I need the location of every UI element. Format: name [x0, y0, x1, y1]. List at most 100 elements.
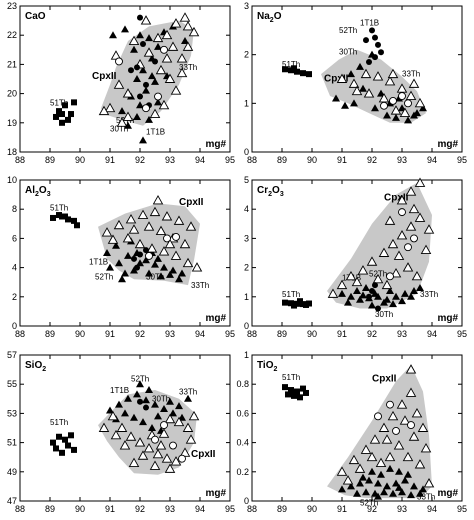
- data-point-circle-open: [178, 454, 186, 463]
- x-tick-label: 89: [277, 329, 287, 339]
- x-tick-label: 95: [457, 329, 467, 339]
- x-tick-label: 95: [457, 155, 467, 165]
- data-point-circle-open: [386, 272, 394, 281]
- oxide-title: Al2O3: [25, 185, 51, 198]
- data-point-circle-open: [392, 426, 400, 435]
- sample-label: 1T1B: [89, 258, 108, 267]
- data-point-triangle-filled: [124, 394, 132, 402]
- sample-label: 30Th: [339, 48, 357, 57]
- data-point-square: [59, 449, 65, 456]
- sample-label: 1T1B: [360, 18, 379, 27]
- data-point-triangle-filled: [356, 62, 364, 70]
- data-point-triangle-filled: [169, 266, 177, 274]
- data-point-triangle-open: [170, 85, 182, 95]
- data-point-triangle-filled: [112, 241, 120, 249]
- x-axis-label: mg#: [205, 313, 226, 324]
- sample-label: 30Th: [146, 272, 164, 281]
- sample-label: 1T1B: [146, 127, 165, 136]
- data-point-triangle-filled: [407, 292, 415, 300]
- data-point-square: [306, 71, 312, 78]
- y-tick-label: 19: [7, 118, 17, 128]
- data-point-triangle-filled: [398, 488, 406, 496]
- data-point-square: [59, 119, 65, 126]
- data-point-triangle-open: [423, 478, 435, 488]
- data-point-square: [294, 388, 300, 395]
- data-point-triangle-open: [408, 203, 420, 214]
- data-point-triangle-open: [116, 422, 128, 432]
- data-point-triangle-open: [143, 221, 155, 231]
- y-tick-label: 1: [244, 292, 249, 302]
- data-point-triangle-open: [423, 224, 435, 234]
- data-point-triangle-filled: [383, 482, 391, 490]
- sample-label: 33Th: [417, 493, 435, 502]
- y-tick-label: 6: [12, 233, 17, 243]
- data-point-triangle-filled: [148, 424, 156, 431]
- sample-label: 33Th: [402, 70, 420, 79]
- data-point-triangle-open: [107, 410, 119, 421]
- data-point-triangle-open: [387, 68, 399, 79]
- data-point-triangle-filled: [184, 394, 192, 402]
- data-point-triangle-open: [107, 234, 119, 244]
- data-point-triangle-open: [354, 463, 366, 473]
- data-point-triangle-open: [384, 215, 396, 225]
- plot-frame: [251, 179, 463, 327]
- data-point-triangle-open: [173, 215, 185, 225]
- data-point-triangle-filled: [169, 409, 177, 417]
- field-label: CpxII: [384, 192, 409, 203]
- data-point-circle-filled: [131, 255, 137, 262]
- sample-label: 52Th: [131, 374, 149, 383]
- y-tick-label: 21: [7, 59, 17, 69]
- data-point-triangle-filled: [175, 402, 183, 410]
- sample-label: 33Th: [179, 387, 197, 396]
- data-point-triangle-filled: [419, 104, 427, 112]
- y-tick-label: 55: [7, 379, 17, 389]
- data-point-triangle-filled: [154, 254, 162, 262]
- data-point-square: [59, 111, 65, 118]
- x-axis-label: mg#: [437, 488, 458, 499]
- data-point-triangle-filled: [410, 482, 418, 490]
- data-point-circle-filled: [143, 404, 149, 411]
- sample-label: 51Th: [50, 98, 68, 107]
- x-tick-label: 93: [165, 504, 175, 514]
- data-point-triangle-open: [402, 262, 414, 272]
- data-point-triangle-open: [405, 364, 417, 374]
- data-point-triangle-open: [185, 434, 197, 444]
- data-point-triangle-open: [161, 29, 173, 40]
- data-point-triangle-open: [411, 407, 423, 418]
- data-point-circle-filled: [143, 81, 149, 88]
- data-point-triangle-filled: [347, 292, 355, 300]
- x-tick-label: 93: [397, 155, 407, 165]
- x-tick-label: 90: [75, 504, 85, 514]
- data-point-triangle-filled: [160, 405, 168, 413]
- data-point-circle-filled: [366, 58, 372, 65]
- data-point-triangle-open: [420, 443, 432, 453]
- oxide-title: CaO: [25, 11, 46, 22]
- data-point-triangle-open: [122, 88, 134, 98]
- data-point-triangle-open: [128, 224, 140, 234]
- data-point-triangle-filled: [136, 259, 144, 267]
- data-point-triangle-open: [390, 105, 402, 115]
- data-point-triangle-filled: [359, 84, 367, 92]
- data-point-triangle-open: [366, 451, 378, 462]
- x-tick-label: 92: [367, 504, 377, 514]
- data-point-triangle-open: [393, 440, 405, 450]
- x-tick-label: 91: [337, 329, 347, 339]
- data-point-triangle-open: [122, 232, 134, 243]
- x-tick-label: 91: [337, 155, 347, 165]
- data-point-circle-filled: [378, 49, 384, 56]
- data-point-square: [297, 298, 303, 305]
- data-point-triangle-filled: [160, 263, 168, 271]
- data-point-triangle-open: [164, 238, 176, 249]
- data-point-triangle-open: [110, 429, 122, 440]
- data-point-triangle-filled: [365, 476, 373, 484]
- data-point-triangle-filled: [362, 284, 370, 292]
- y-tick-label: 57: [7, 350, 17, 360]
- data-point-triangle-open: [140, 15, 152, 25]
- data-point-triangle-filled: [145, 34, 153, 42]
- data-point-square: [300, 385, 306, 392]
- data-point-circle-filled: [134, 264, 140, 271]
- data-point-triangle-filled: [341, 101, 349, 109]
- x-tick-label: 92: [135, 504, 145, 514]
- data-point-triangle-open: [378, 247, 390, 257]
- x-tick-label: 88: [15, 329, 25, 339]
